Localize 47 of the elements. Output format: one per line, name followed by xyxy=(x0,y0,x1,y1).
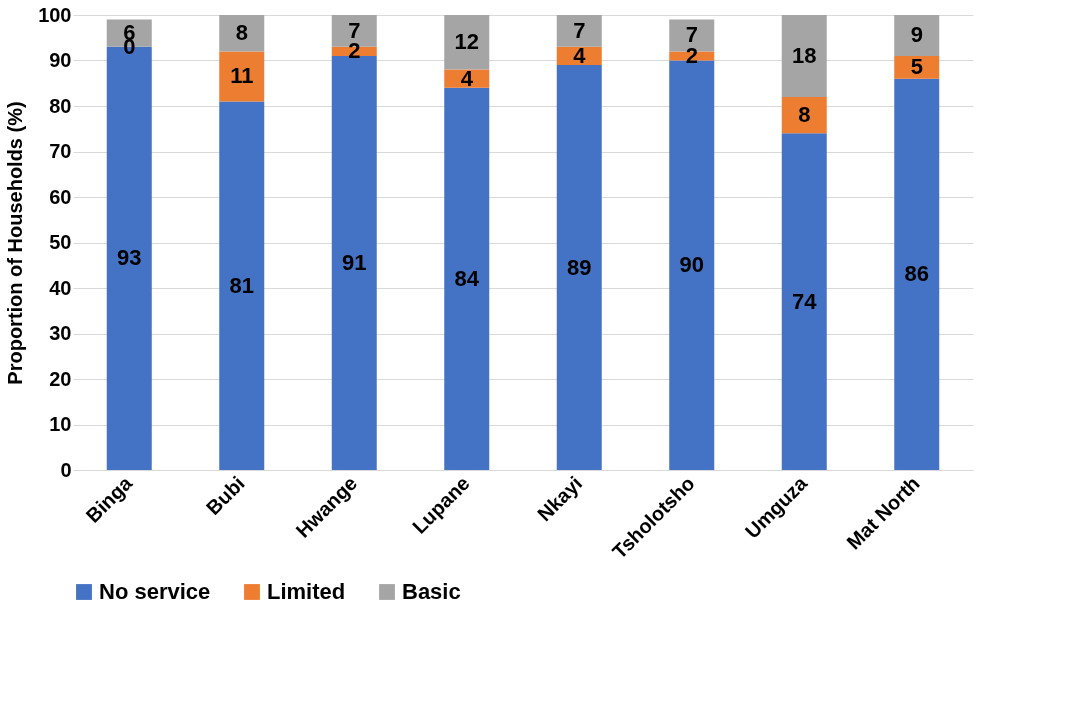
y-tick-label: 50 xyxy=(49,231,72,253)
bar xyxy=(444,87,490,470)
bar xyxy=(219,51,265,102)
bar xyxy=(444,15,490,70)
bar xyxy=(556,15,602,47)
y-tick-label: 30 xyxy=(49,322,72,344)
y-tick-label: 20 xyxy=(49,367,72,390)
data-label: 4 xyxy=(460,65,474,91)
y-axis-title: Proportion of Households (%) xyxy=(4,101,27,385)
y-tick-label: 100 xyxy=(38,3,72,26)
data-label: 5 xyxy=(910,54,923,80)
bar xyxy=(894,78,940,470)
bar xyxy=(894,15,940,56)
bar xyxy=(556,65,602,470)
legend-label: No service xyxy=(99,579,211,604)
data-label: 4 xyxy=(573,42,587,68)
bar xyxy=(219,101,265,470)
data-label: 11 xyxy=(230,63,254,89)
y-tick-label: 70 xyxy=(49,140,72,162)
bar xyxy=(781,15,827,97)
y-tick-label: 10 xyxy=(49,413,72,435)
data-label: 18 xyxy=(792,42,817,68)
data-label: 12 xyxy=(454,29,479,55)
legend-label: Limited xyxy=(267,579,346,604)
data-label: 7 xyxy=(348,17,361,43)
data-label: 89 xyxy=(567,254,592,280)
data-label: 91 xyxy=(342,249,367,275)
data-label: 90 xyxy=(679,252,704,278)
legend-label: Basic xyxy=(402,579,461,604)
data-label: 84 xyxy=(454,265,480,291)
data-label: 86 xyxy=(904,261,929,287)
data-label: 93 xyxy=(117,245,142,271)
data-label: 7 xyxy=(573,17,586,43)
data-label: 8 xyxy=(235,20,248,46)
bar xyxy=(781,133,827,470)
y-tick-label: 0 xyxy=(60,458,72,481)
y-tick-label: 80 xyxy=(49,94,72,117)
data-label: 9 xyxy=(910,22,923,48)
y-tick-label: 60 xyxy=(49,185,72,208)
y-tick-label: 90 xyxy=(49,49,72,71)
data-label: 7 xyxy=(685,22,698,48)
bar xyxy=(781,96,827,134)
data-label: 74 xyxy=(792,288,818,314)
y-tick-label: 40 xyxy=(49,276,72,299)
data-label: 81 xyxy=(229,272,254,298)
bar xyxy=(219,15,265,52)
data-label: 8 xyxy=(798,102,811,128)
